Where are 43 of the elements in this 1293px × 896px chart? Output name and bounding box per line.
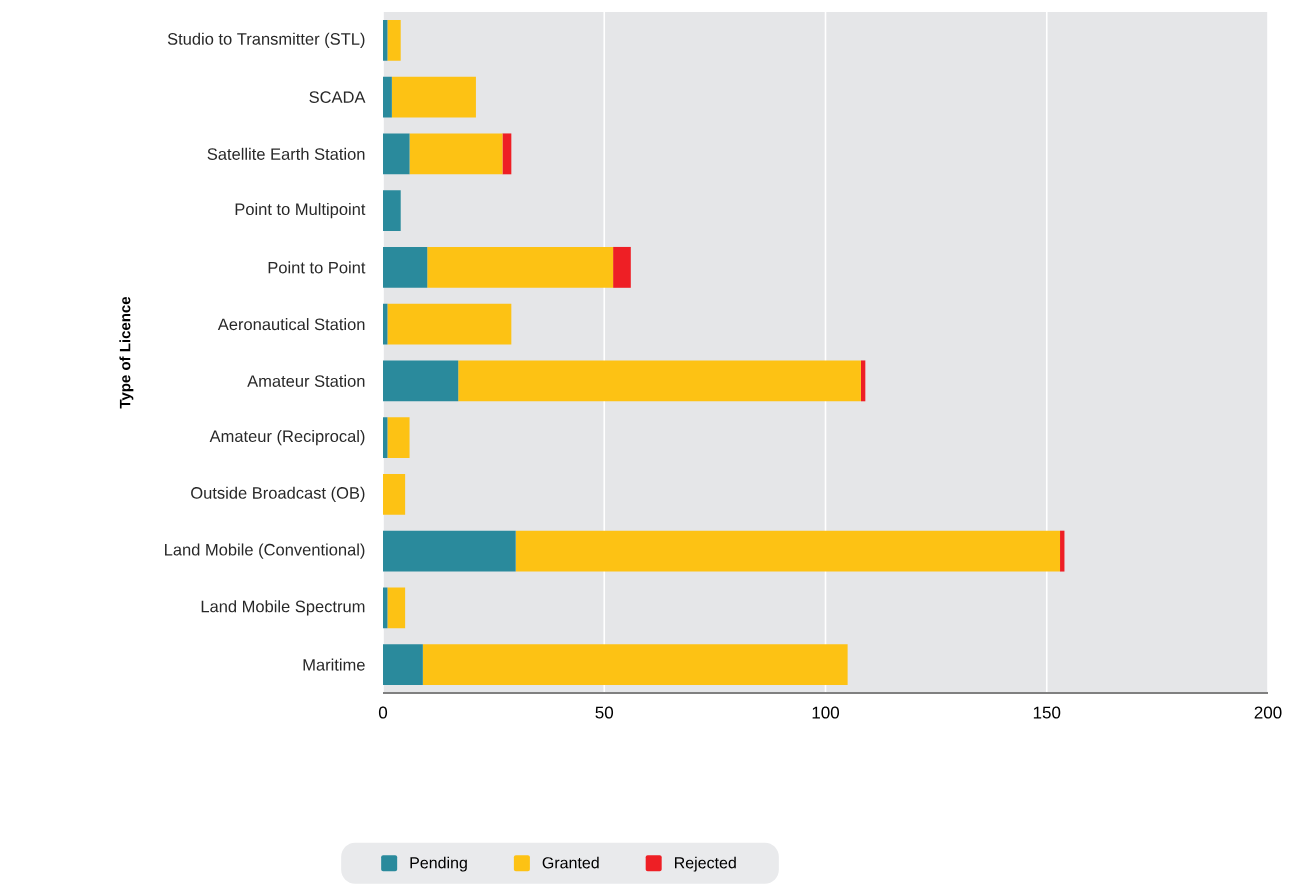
x-tick-label: 200 xyxy=(1254,706,1282,719)
bar xyxy=(383,76,392,118)
bar xyxy=(383,360,459,402)
bar xyxy=(387,19,401,61)
bar xyxy=(502,133,512,175)
bar xyxy=(422,644,848,686)
bar xyxy=(387,587,406,629)
bar xyxy=(1060,530,1065,572)
bar xyxy=(383,530,516,572)
legend-label: Rejected xyxy=(675,856,736,872)
bar xyxy=(391,76,476,118)
bar xyxy=(515,530,1061,572)
y-tick-label: Satellite Earth Station xyxy=(207,147,365,160)
x-tick-label: 0 xyxy=(378,706,388,719)
bar xyxy=(383,246,428,288)
y-tick-label: SCADA xyxy=(309,91,366,103)
y-tick-label: Point to Multipoint xyxy=(235,202,366,219)
bar xyxy=(387,417,410,459)
x-tick-label: 50 xyxy=(595,706,614,719)
legend-label: Granted xyxy=(542,856,599,869)
y-tick-label: Amateur (Reciprocal) xyxy=(209,429,365,446)
y-tick-label: Land Mobile (Conventional) xyxy=(165,543,365,559)
y-tick-label: Outside Broadcast (OB) xyxy=(191,486,365,503)
y-tick-label: Studio to Transmitter (STL) xyxy=(167,32,365,49)
y-tick-label: Aeronautical Station xyxy=(217,318,365,331)
y-tick-label: Amateur Station xyxy=(247,374,365,387)
bar xyxy=(383,473,406,515)
x-tick-label: 100 xyxy=(812,706,840,719)
y-tick-label: Land Mobile Spectrum xyxy=(201,600,365,616)
bar xyxy=(383,133,410,175)
bar xyxy=(383,644,423,686)
bar xyxy=(860,360,866,402)
x-tick-label: 150 xyxy=(1033,706,1061,719)
legend-label: Pending xyxy=(410,856,467,872)
y-axis-title: Type of Licence xyxy=(119,296,134,409)
y-tick-label: Maritime xyxy=(303,658,365,671)
y-tick-label: Point to Point xyxy=(268,261,366,274)
bar xyxy=(383,190,401,232)
bar xyxy=(458,360,861,402)
bar xyxy=(409,133,503,175)
bar xyxy=(613,246,631,288)
bar xyxy=(427,246,614,288)
bar xyxy=(387,303,512,345)
